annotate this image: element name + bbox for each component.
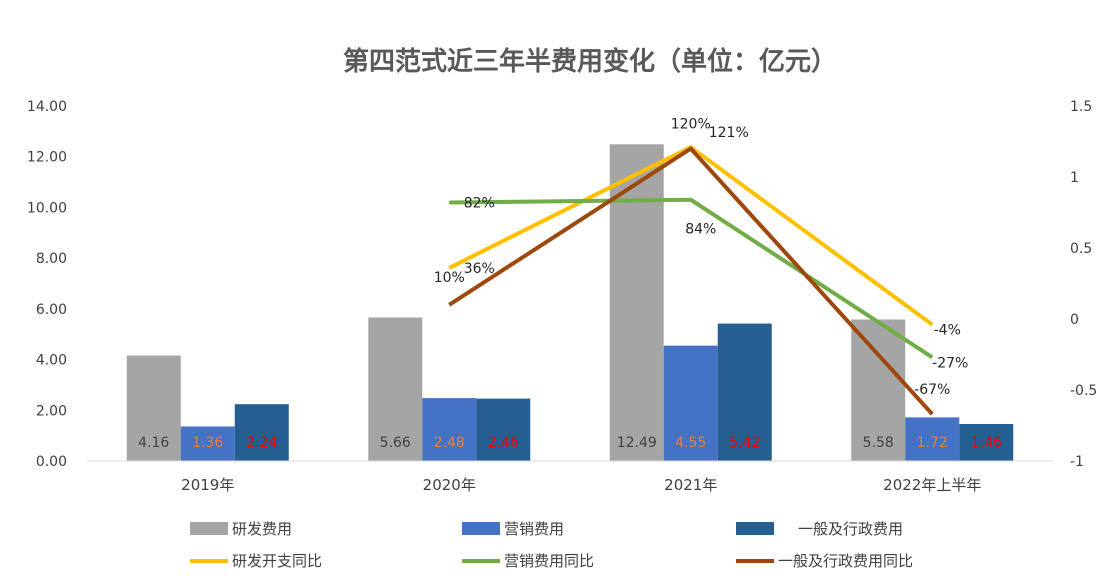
y-tick-label: 12.00: [27, 150, 67, 166]
legend-label: 研发费用: [232, 520, 292, 538]
bar-data-label: 1.46: [971, 435, 1002, 451]
y2-tick-label: 1.5: [1070, 99, 1092, 115]
y-tick-label: 6.00: [36, 302, 67, 318]
line-data-label: -27%: [932, 355, 968, 371]
line-data-label: 10%: [434, 270, 465, 286]
legend-item: 一般及行政费用同比: [736, 552, 913, 570]
line-data-label: 36%: [464, 261, 495, 277]
bar: [959, 423, 1014, 461]
y2-tick-label: -1: [1070, 454, 1084, 470]
bar-data-label: 5.58: [863, 435, 894, 451]
series-line: [448, 146, 934, 416]
bar: [126, 355, 181, 461]
bar-data-label: 5.66: [380, 435, 411, 451]
bar: [368, 317, 423, 461]
line-data-label: 121%: [709, 125, 749, 141]
bar-data-label: 2.24: [246, 435, 277, 451]
bar: [663, 345, 718, 461]
legend-item: 研发费用: [190, 520, 292, 538]
series-line: [449, 197, 934, 360]
legend-label: 营销费用同比: [504, 552, 594, 570]
bar-data-label: 4.55: [675, 435, 706, 451]
bar: [180, 426, 235, 461]
bar-data-label: 1.72: [917, 435, 948, 451]
y2-tick-label: 1: [1070, 170, 1079, 186]
bar-data-label: 5.42: [729, 435, 760, 451]
bar: [851, 319, 906, 461]
bar: [422, 398, 477, 461]
legend-item: 营销费用: [462, 520, 564, 538]
lines: 36% 121% -4% 82% 84% -27% 10% 120% -67%: [434, 117, 968, 416]
y-tick-label: 14.00: [27, 99, 67, 115]
bar: [234, 404, 289, 461]
legend-label: 研发开支同比: [232, 552, 322, 570]
y-tick-label: 10.00: [27, 200, 67, 216]
y-tick-label: 8.00: [36, 251, 67, 267]
line-data-label: 84%: [685, 222, 716, 238]
y-axis: 0.00 2.00 4.00 6.00 8.00 10.00 12.00 14.00: [27, 99, 67, 470]
legend-label: 一般及行政费用: [798, 520, 903, 538]
x-tick-label: 2020年: [423, 476, 476, 494]
x-tick-label: 2019年: [181, 476, 234, 494]
line-data-label: -4%: [934, 323, 961, 339]
legend-swatch: [462, 522, 500, 535]
y-tick-label: 4.00: [36, 353, 67, 369]
legend-swatch: [736, 522, 774, 535]
bar: [905, 417, 960, 461]
legend-item: 一般及行政费用: [736, 520, 903, 538]
legend-item: 研发开支同比: [190, 552, 322, 570]
bar: [717, 323, 772, 461]
x-axis: 2019年 2020年 2021年 2022年上半年: [181, 476, 981, 494]
bar-data-label: 4.16: [138, 435, 169, 451]
legend-label: 营销费用: [504, 520, 564, 538]
legend-label: 一般及行政费用同比: [778, 552, 913, 570]
x-tick-label: 2022年上半年: [883, 476, 981, 494]
line-data-label: 82%: [464, 196, 495, 212]
bar-data-label: 2.46: [488, 435, 519, 451]
y2-tick-label: 0.5: [1070, 241, 1092, 257]
y2-tick-label: 0: [1070, 312, 1079, 328]
x-tick-label: 2021年: [664, 476, 717, 494]
bars: 4.16 5.66 12.49 5.58 1.36 2.48 4.55 1.72 2.24 2.4…: [126, 144, 1014, 461]
line-data-label: -67%: [914, 382, 950, 398]
bar: [476, 398, 531, 461]
y2-tick-label: -0.5: [1070, 383, 1097, 399]
legend-swatch: [190, 522, 228, 535]
chart-title: 第四范式近三年半费用变化（单位：亿元）: [343, 46, 837, 77]
y-tick-label: 0.00: [36, 454, 67, 470]
bar-data-label: 12.49: [617, 435, 657, 451]
y-tick-label: 2.00: [36, 403, 67, 419]
bar: [609, 144, 664, 461]
legend-item: 营销费用同比: [462, 552, 594, 570]
y2-axis: -1 -0.5 0 0.5 1 1.5: [1070, 99, 1097, 470]
line-data-label: 120%: [671, 117, 711, 133]
bar-data-label: 2.48: [434, 435, 465, 451]
bar-data-label: 1.36: [192, 435, 223, 451]
